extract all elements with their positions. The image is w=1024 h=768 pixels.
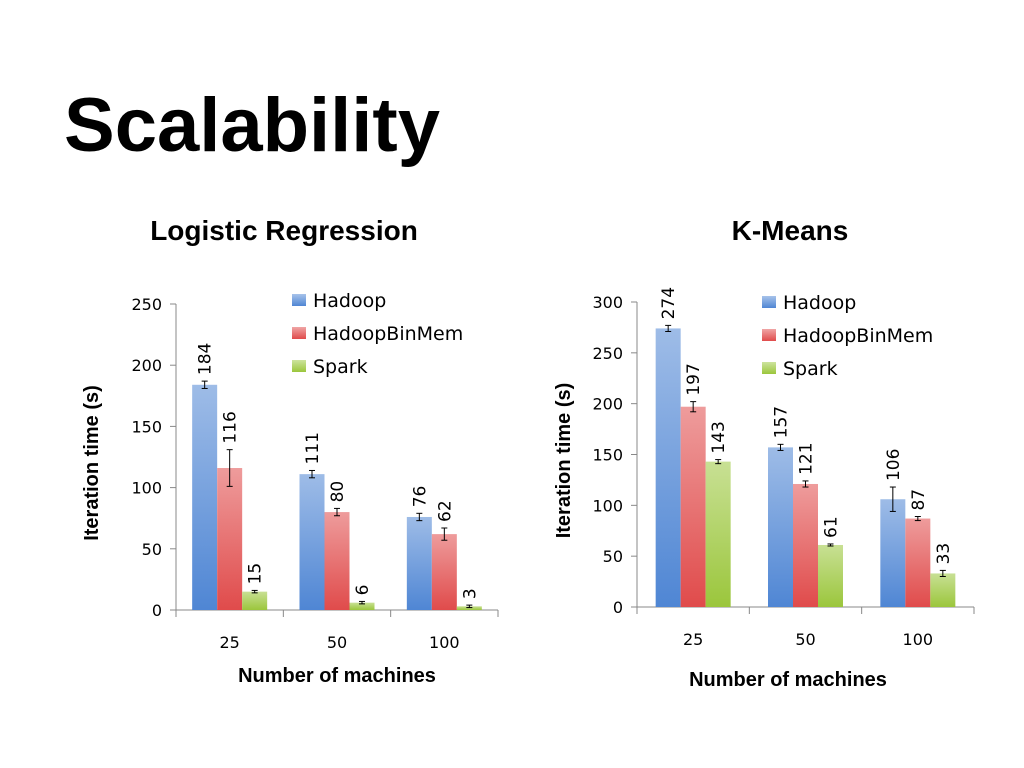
bar bbox=[880, 499, 906, 607]
y-tick-label: 250 bbox=[592, 344, 623, 363]
y-tick-label: 150 bbox=[131, 417, 162, 436]
y-tick-label: 0 bbox=[613, 598, 623, 617]
bar bbox=[793, 483, 818, 607]
data-label: 274 bbox=[659, 287, 679, 319]
data-label: 33 bbox=[934, 543, 954, 565]
y-tick-label: 50 bbox=[603, 547, 623, 566]
data-label: 61 bbox=[822, 516, 842, 538]
legend-swatch bbox=[762, 329, 776, 341]
data-label: 62 bbox=[435, 500, 455, 522]
legend-swatch bbox=[292, 327, 306, 339]
x-axis-label: Number of machines bbox=[689, 669, 887, 691]
y-tick-label: 0 bbox=[152, 601, 162, 620]
y-tick-label: 200 bbox=[131, 356, 162, 375]
legend-swatch bbox=[292, 294, 306, 306]
chart-title: K-Means bbox=[732, 215, 849, 246]
bar bbox=[768, 447, 793, 607]
data-label: 15 bbox=[246, 563, 266, 585]
data-label: 116 bbox=[221, 411, 241, 443]
bar bbox=[406, 516, 432, 610]
x-tick-label: 25 bbox=[219, 633, 239, 652]
data-label: 76 bbox=[410, 486, 430, 508]
data-label: 184 bbox=[196, 343, 216, 375]
y-tick-label: 250 bbox=[131, 295, 162, 314]
bar bbox=[324, 512, 350, 610]
bar bbox=[705, 461, 731, 607]
legend-label: Spark bbox=[783, 358, 838, 380]
legend-label: HadoopBinMem bbox=[313, 323, 463, 345]
legend-swatch bbox=[762, 296, 776, 308]
data-label: 80 bbox=[328, 481, 348, 503]
bar bbox=[299, 474, 325, 610]
y-tick-label: 200 bbox=[592, 395, 623, 414]
y-tick-label: 300 bbox=[592, 293, 623, 312]
y-tick-label: 150 bbox=[592, 446, 623, 465]
bar bbox=[192, 384, 218, 610]
data-label: 197 bbox=[684, 363, 704, 395]
bar bbox=[680, 406, 706, 607]
legend-label: Hadoop bbox=[313, 290, 386, 312]
y-tick-label: 100 bbox=[592, 496, 623, 515]
legend-label: HadoopBinMem bbox=[783, 325, 933, 347]
data-label: 6 bbox=[353, 585, 373, 596]
x-tick-label: 50 bbox=[327, 633, 347, 652]
y-axis-label: Iteration time (s) bbox=[81, 385, 103, 541]
bar bbox=[349, 602, 375, 610]
x-tick-label: 100 bbox=[903, 630, 934, 649]
y-tick-label: 100 bbox=[131, 479, 162, 498]
bar bbox=[905, 518, 931, 607]
bar bbox=[655, 328, 681, 607]
chart-title: Logistic Regression bbox=[150, 215, 418, 246]
y-tick-label: 50 bbox=[142, 540, 162, 559]
x-axis-label: Number of machines bbox=[238, 665, 436, 687]
data-label: 3 bbox=[460, 588, 480, 599]
data-label: 121 bbox=[797, 442, 817, 474]
legend-label: Spark bbox=[313, 356, 368, 378]
data-label: 143 bbox=[709, 421, 729, 453]
legend-swatch bbox=[762, 362, 776, 374]
data-label: 157 bbox=[772, 406, 792, 438]
x-tick-label: 25 bbox=[683, 630, 703, 649]
y-axis-label: Iteration time (s) bbox=[553, 383, 575, 539]
legend-swatch bbox=[292, 360, 306, 372]
bar bbox=[456, 606, 482, 610]
bar bbox=[217, 468, 243, 610]
x-tick-label: 50 bbox=[795, 630, 815, 649]
legend-label: Hadoop bbox=[783, 292, 856, 314]
data-label: 111 bbox=[303, 432, 323, 464]
data-label: 106 bbox=[884, 449, 904, 481]
data-label: 87 bbox=[909, 489, 929, 511]
bar bbox=[930, 573, 956, 607]
x-tick-label: 100 bbox=[429, 633, 460, 652]
bar bbox=[242, 591, 268, 610]
slide-title: Scalability bbox=[64, 83, 440, 168]
bar bbox=[818, 544, 843, 607]
bar bbox=[431, 534, 457, 610]
